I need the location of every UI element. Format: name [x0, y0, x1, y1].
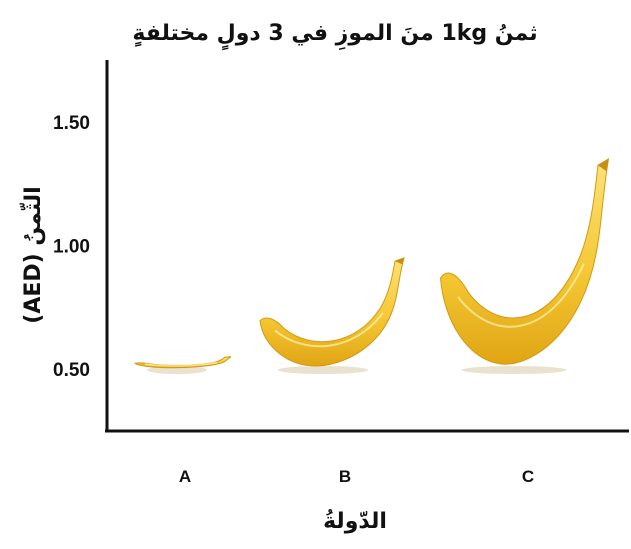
banana-stem: [225, 356, 231, 358]
banana-highlight: [274, 312, 384, 348]
banana-stem: [598, 158, 609, 172]
banana-highlight: [144, 361, 218, 367]
x-axis-label: الدّولةُ: [323, 509, 387, 534]
x-tick-label: A: [179, 467, 191, 486]
x-tick-label: B: [339, 467, 351, 486]
x-tick-label: C: [522, 467, 534, 486]
banana-stem: [395, 257, 404, 265]
chart-title: ثمنُ 1kg منَ الموزِ في 3 دولٍ مختلفةٍ: [132, 21, 537, 51]
banana-bar-B: [259, 257, 405, 367]
y-tick-label: 1.00: [53, 237, 90, 258]
banana-shadow: [278, 366, 368, 374]
y-tick-label: 1.50: [53, 113, 90, 134]
banana-highlight: [457, 263, 585, 328]
banana-shadow: [461, 366, 567, 374]
y-tick-label: 0.50: [53, 360, 90, 381]
banana-bar-C: [439, 157, 610, 365]
y-axis-label: الثّمنُ (AED): [19, 186, 46, 323]
